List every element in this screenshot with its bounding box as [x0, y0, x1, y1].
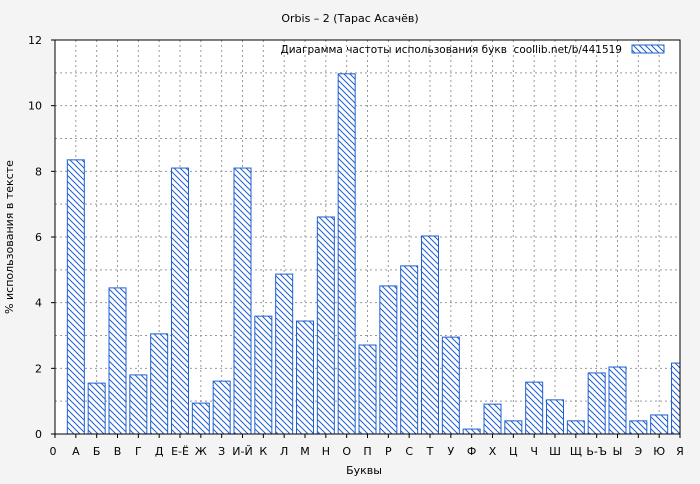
chart-title: Orbis – 2 (Тарас Асачёв)	[281, 12, 418, 25]
x-tick-label: З	[218, 445, 225, 458]
x-tick-label: П	[363, 445, 371, 458]
x-tick-label: Я	[676, 445, 684, 458]
bar-Т	[421, 235, 439, 434]
legend-swatch	[631, 44, 665, 54]
bar-Д	[150, 333, 169, 434]
y-tick-label: 6	[35, 231, 42, 244]
x-tick-label: Ж	[195, 445, 207, 458]
x-tick-label: Ь-Ъ	[586, 445, 607, 458]
y-axis-label: % использования в тексте	[3, 160, 16, 314]
x-tick-label: Б	[93, 445, 101, 458]
bar-П	[358, 344, 377, 434]
x-tick-label: Э	[634, 445, 642, 458]
x-tick-label: Х	[489, 445, 497, 458]
legend: Диаграмма частоты использования букв coo…	[281, 44, 665, 56]
bar-Н	[316, 216, 335, 434]
bar-Я	[671, 362, 680, 434]
bar-Е-Ё	[171, 167, 189, 434]
x-tick-label: В	[114, 445, 122, 458]
bar-Э	[629, 420, 648, 434]
x-tick-label: М	[300, 445, 310, 458]
x-tick-label: 0	[50, 445, 57, 458]
bar-Ц	[504, 420, 523, 434]
x-tick-label: Е-Ё	[171, 445, 189, 458]
bar-Р	[379, 285, 398, 434]
x-tick-label: А	[72, 445, 80, 458]
y-tick-label: 10	[28, 100, 42, 113]
bar-Ь-Ъ	[587, 372, 606, 434]
x-tick-label: Щ	[570, 445, 582, 458]
x-tick-label: Р	[385, 445, 392, 458]
axes: 0 2 4 6 8 10 12 0 А Б В Г Д Е-Ё Ж З И-Й К Л М Н О П Р С Т У Ф Х Ц Ч Ш Щ Ь…	[28, 34, 684, 458]
bar-Щ	[566, 420, 585, 434]
bar-В	[108, 287, 127, 434]
x-tick-label: Н	[322, 445, 330, 458]
x-tick-label: И-Й	[232, 445, 252, 458]
x-tick-label: К	[259, 445, 267, 458]
bar-С	[400, 265, 419, 434]
bar-М	[296, 320, 314, 434]
bar-Б	[87, 382, 106, 434]
bar-Ю	[650, 414, 669, 434]
bar-А	[66, 159, 85, 434]
bar-Х	[483, 403, 502, 434]
x-tick-label: Ы	[613, 445, 623, 458]
y-tick-label: 2	[35, 362, 42, 375]
bars	[66, 73, 680, 434]
x-tick-label: Ю	[653, 445, 665, 458]
x-tick-label: Ч	[530, 445, 538, 458]
bar-О	[337, 73, 356, 434]
x-tick-label: Ц	[509, 445, 518, 458]
bar-Г	[129, 374, 148, 434]
x-tick-label: У	[447, 445, 454, 458]
x-tick-label: Л	[280, 445, 288, 458]
bar-Ф	[462, 428, 481, 434]
bar-Ж	[191, 402, 210, 434]
bar-З	[212, 380, 231, 434]
x-tick-label: Ф	[467, 445, 476, 458]
x-tick-label: О	[342, 445, 351, 458]
x-tick-label: Д	[155, 445, 164, 458]
x-axis-label: Буквы	[346, 464, 382, 477]
y-tick-label: 12	[28, 34, 42, 47]
bar-У	[441, 336, 460, 434]
bar-Л	[275, 273, 294, 434]
legend-label: Диаграмма частоты использования букв coo…	[281, 44, 622, 56]
y-tick-label: 4	[35, 297, 42, 310]
bar-Ы	[608, 366, 627, 434]
y-tick-label: 8	[35, 165, 42, 178]
y-tick-label: 0	[35, 428, 42, 441]
x-tick-label: Т	[426, 445, 434, 458]
bar-И-Й	[233, 167, 252, 434]
bar-Ш	[546, 399, 564, 434]
x-tick-label: Г	[135, 445, 142, 458]
x-tick-label: Ш	[549, 445, 561, 458]
bar-Ч	[525, 381, 544, 434]
bar-К	[254, 315, 273, 434]
x-tick-label: С	[405, 445, 413, 458]
